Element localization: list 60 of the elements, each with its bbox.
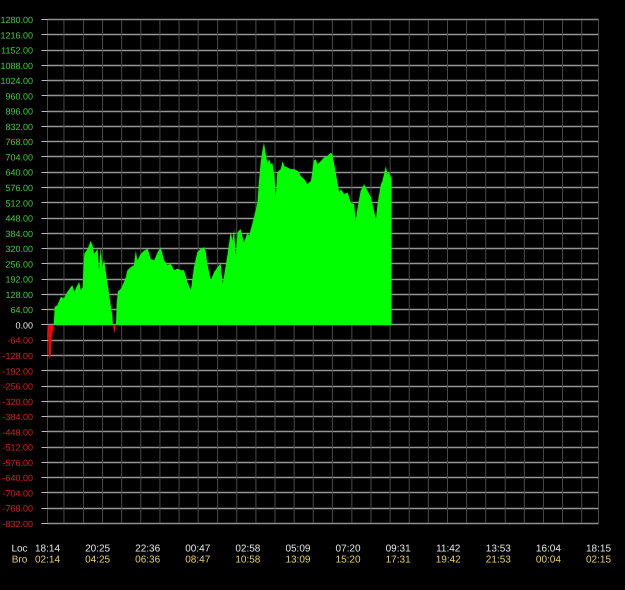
x-tick-label: 18:15 — [586, 544, 612, 554]
y-tick-label: 1280.00 — [0, 15, 34, 25]
y-tick-label: 0.00 — [15, 320, 34, 330]
y-tick-label: 896.00 — [5, 106, 34, 117]
y-tick-label: 256.00 — [5, 259, 34, 270]
y-tick-label: 128.00 — [5, 290, 34, 300]
x2-tick-label: 10:58 — [235, 554, 261, 566]
y-tick-label: 512.00 — [5, 198, 34, 208]
x-tick-label: 07:20 — [336, 544, 361, 554]
x-axis-title: Loc — [11, 544, 28, 554]
y-tick-label: 1152.00 — [1, 46, 34, 56]
x2-tick-label: 06:36 — [135, 554, 161, 566]
y-tick-label: 192.00 — [5, 274, 34, 285]
y-tick-label: -640.00 — [2, 473, 34, 484]
x-tick-label: 13:53 — [486, 544, 512, 554]
y-tick-label: -256.00 — [2, 382, 34, 392]
y-tick-label: -384.00 — [2, 412, 34, 422]
x2-tick-label: 02:14 — [34, 554, 60, 566]
x2-tick-label: 04:25 — [85, 554, 111, 566]
y-tick-label: -192.00 — [2, 366, 34, 376]
y-tick-label: -448.00 — [2, 427, 34, 438]
y-tick-label: 576.00 — [5, 183, 34, 193]
y-tick-label: -64.00 — [7, 336, 34, 346]
y-tick-label: 448.00 — [5, 214, 34, 224]
x2-tick-label: 08:47 — [185, 554, 211, 566]
x-tick-label: 00:47 — [185, 544, 211, 554]
x2-tick-label: 00:04 — [536, 554, 562, 566]
x-tick-label: 16:04 — [536, 544, 562, 554]
x-tick-label: 05:09 — [285, 544, 311, 554]
x-tick-label: 18:14 — [34, 544, 60, 554]
x2-tick-label: 13:09 — [285, 554, 311, 566]
y-tick-label: -704.00 — [2, 488, 34, 498]
x-tick-label: 02:58 — [235, 544, 261, 554]
y-tick-label: 960.00 — [5, 91, 34, 102]
x2-tick-label: 02:15 — [586, 554, 612, 566]
y-tick-label: 384.00 — [5, 228, 34, 239]
y-tick-label: -320.00 — [2, 396, 34, 407]
y-tick-label: -128.00 — [2, 351, 34, 361]
x2-tick-label: 17:31 — [386, 554, 412, 566]
y-tick-label: 64.00 — [10, 305, 34, 316]
y-tick-label: 640.00 — [5, 168, 34, 178]
y-tick-label: 1088.00 — [0, 60, 34, 71]
y-tick-label: 1216.00 — [0, 30, 34, 40]
x-tick-label: 22:36 — [135, 544, 161, 554]
y-tick-label: 704.00 — [5, 152, 34, 162]
x2-tick-label: 19:42 — [436, 554, 462, 566]
y-tick-label: -768.00 — [2, 504, 34, 514]
x2-axis-title: Bro — [12, 554, 28, 566]
x-tick-label: 09:31 — [386, 544, 412, 554]
x2-tick-label: 15:20 — [336, 554, 361, 566]
y-tick-label: 320.00 — [5, 244, 34, 254]
y-tick-label: 832.00 — [5, 122, 34, 132]
y-tick-label: -512.00 — [2, 442, 34, 453]
y-tick-label: 768.00 — [5, 137, 34, 148]
y-tick-label: -576.00 — [2, 458, 34, 468]
y-tick-label: -832.00 — [2, 519, 34, 529]
x2-tick-label: 21:53 — [486, 554, 512, 566]
x-tick-label: 11:42 — [436, 544, 461, 554]
y-tick-label: 1024.00 — [0, 76, 34, 86]
x-tick-label: 20:25 — [85, 544, 111, 554]
